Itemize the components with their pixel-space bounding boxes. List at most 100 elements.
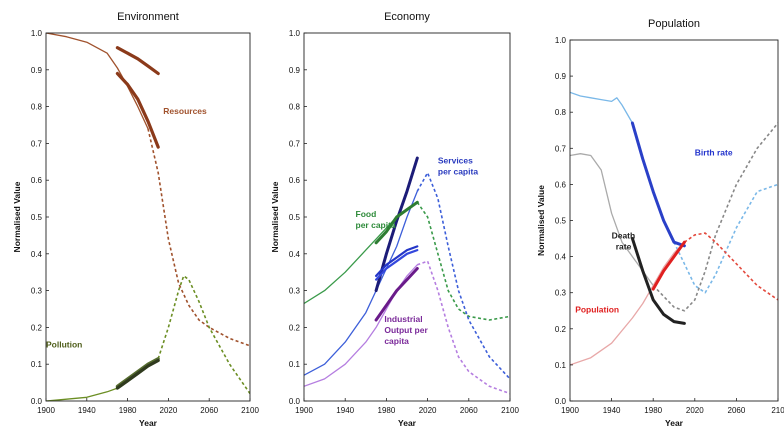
panel-1: Environment 0.0 0.1 0.2 0.3 0.4 0.5 0.6 0.7 0.8 0.… xyxy=(12,11,259,428)
y-tick-label: 0.0 xyxy=(289,397,301,406)
y-tick-label: 1.0 xyxy=(555,36,567,45)
x-tick-label: 2020 xyxy=(686,406,704,415)
series-group xyxy=(304,156,510,395)
y-tick-label: 0.9 xyxy=(289,66,301,75)
series-line-resources xyxy=(147,128,250,347)
x-tick-label: 2100 xyxy=(241,406,259,415)
series-line-services-per-capita xyxy=(416,172,510,380)
y-axis-label: Normalised Value xyxy=(12,181,22,252)
y-tick-label: 0.7 xyxy=(555,144,567,153)
y-axis-label: Normalised Value xyxy=(536,185,546,256)
panel-3: Population 0.0 0.1 0.2 0.3 0.4 0.5 0.6 0.7 0.8 0.9… xyxy=(536,18,784,428)
series-line-birth-rate xyxy=(630,121,686,248)
y-tick-label: 0.3 xyxy=(31,287,43,296)
series-annotation: Food xyxy=(356,209,377,219)
x-tick-label: 1940 xyxy=(603,406,621,415)
series-line-pollution xyxy=(46,358,159,401)
x-tick-label: 1980 xyxy=(378,406,396,415)
y-tick-label: 0.2 xyxy=(31,323,43,332)
series-annotation: Birth rate xyxy=(695,148,733,158)
series-line-death-rate xyxy=(630,237,686,325)
x-tick-label: 1980 xyxy=(644,406,662,415)
series-annotation: per capita xyxy=(438,167,478,177)
series-line-death-rate xyxy=(570,153,654,287)
series-line-resources xyxy=(115,71,160,149)
x-tick-label: 1900 xyxy=(295,406,313,415)
y-tick-label: 0.6 xyxy=(555,180,567,189)
x-axis-label: Year xyxy=(139,418,158,428)
series-annotation: capita xyxy=(384,336,409,346)
x-tick-label: 2060 xyxy=(460,406,478,415)
x-axis-label: Year xyxy=(665,418,684,428)
panel-2: Economy 0.0 0.1 0.2 0.3 0.4 0.5 0.6 0.7 0.8 0.9 1.0… xyxy=(270,11,519,428)
y-tick-label: 0.4 xyxy=(555,253,567,262)
series-line-population xyxy=(683,232,778,301)
series-line-food-per-capita xyxy=(416,201,510,321)
series-line-industrial-output-per-capita xyxy=(374,267,419,322)
series-line-death-rate xyxy=(652,122,778,312)
y-tick-label: 0.5 xyxy=(289,213,301,222)
series-annotation: Output per xyxy=(384,325,428,335)
panel-title: Population xyxy=(648,18,700,30)
series-annotation: Pollution xyxy=(46,340,82,350)
y-tick-label: 0.4 xyxy=(31,250,43,259)
x-tick-label: 2060 xyxy=(200,406,218,415)
y-tick-label: 0.7 xyxy=(31,139,43,148)
x-tick-label: 1980 xyxy=(119,406,137,415)
y-tick-label: 0.1 xyxy=(289,360,301,369)
y-tick-label: 0.6 xyxy=(31,176,43,185)
y-tick-label: 0.7 xyxy=(289,139,301,148)
series-annotation: Death xyxy=(612,231,636,241)
series-line-population xyxy=(651,240,686,291)
series-group xyxy=(46,33,250,401)
y-tick-label: 0.5 xyxy=(555,217,567,226)
y-axis-label: Normalised Value xyxy=(270,181,280,252)
x-tick-label: 1900 xyxy=(561,406,579,415)
x-tick-label: 2020 xyxy=(419,406,437,415)
y-tick-label: 0.2 xyxy=(289,323,301,332)
series-line-resources xyxy=(46,33,149,130)
series-line-services-per-capita xyxy=(375,249,419,281)
series-line-pollution xyxy=(157,275,250,395)
series-line-pollution xyxy=(115,358,160,390)
series-annotation: Resources xyxy=(163,106,207,116)
x-tick-label: 1940 xyxy=(336,406,354,415)
y-tick-label: 0.8 xyxy=(555,108,567,117)
series-annotation: per capita xyxy=(356,220,396,230)
series-annotation: Industrial xyxy=(384,314,422,324)
x-tick-label: 1940 xyxy=(78,406,96,415)
x-tick-label: 2060 xyxy=(728,406,746,415)
y-tick-label: 0.3 xyxy=(289,287,301,296)
series-line-services-per-capita xyxy=(375,245,419,277)
series-annotation: Services xyxy=(438,156,473,166)
x-axis-label: Year xyxy=(398,418,417,428)
x-tick-label: 210 xyxy=(771,406,784,415)
series-annotation: rate xyxy=(616,241,632,251)
series-line-birth-rate xyxy=(570,91,675,243)
y-tick-label: 1.0 xyxy=(289,29,301,38)
y-tick-label: 0.1 xyxy=(31,360,43,369)
series-line-population xyxy=(570,241,686,366)
y-tick-label: 0.1 xyxy=(555,361,567,370)
series-line-industrial-output-per-capita xyxy=(417,260,510,395)
y-tick-label: 1.0 xyxy=(31,29,43,38)
x-tick-label: 2100 xyxy=(501,406,519,415)
y-tick-label: 0.4 xyxy=(289,250,301,259)
series-line-birth-rate xyxy=(673,183,778,294)
x-tick-label: 2020 xyxy=(160,406,178,415)
y-tick-label: 0.8 xyxy=(289,103,301,112)
series-line-services-per-capita xyxy=(374,156,419,293)
y-tick-label: 0.6 xyxy=(289,176,301,185)
y-tick-label: 0.0 xyxy=(555,397,567,406)
panel-title: Economy xyxy=(384,11,430,23)
y-tick-label: 0.8 xyxy=(31,103,43,112)
panel-title: Environment xyxy=(117,11,179,23)
plot-frame xyxy=(569,39,779,402)
y-tick-label: 0.0 xyxy=(31,397,43,406)
x-tick-label: 1900 xyxy=(37,406,55,415)
y-tick-label: 0.2 xyxy=(555,325,567,334)
y-tick-label: 0.9 xyxy=(555,72,567,81)
series-line-resources xyxy=(115,46,160,76)
y-tick-label: 0.3 xyxy=(555,289,567,298)
